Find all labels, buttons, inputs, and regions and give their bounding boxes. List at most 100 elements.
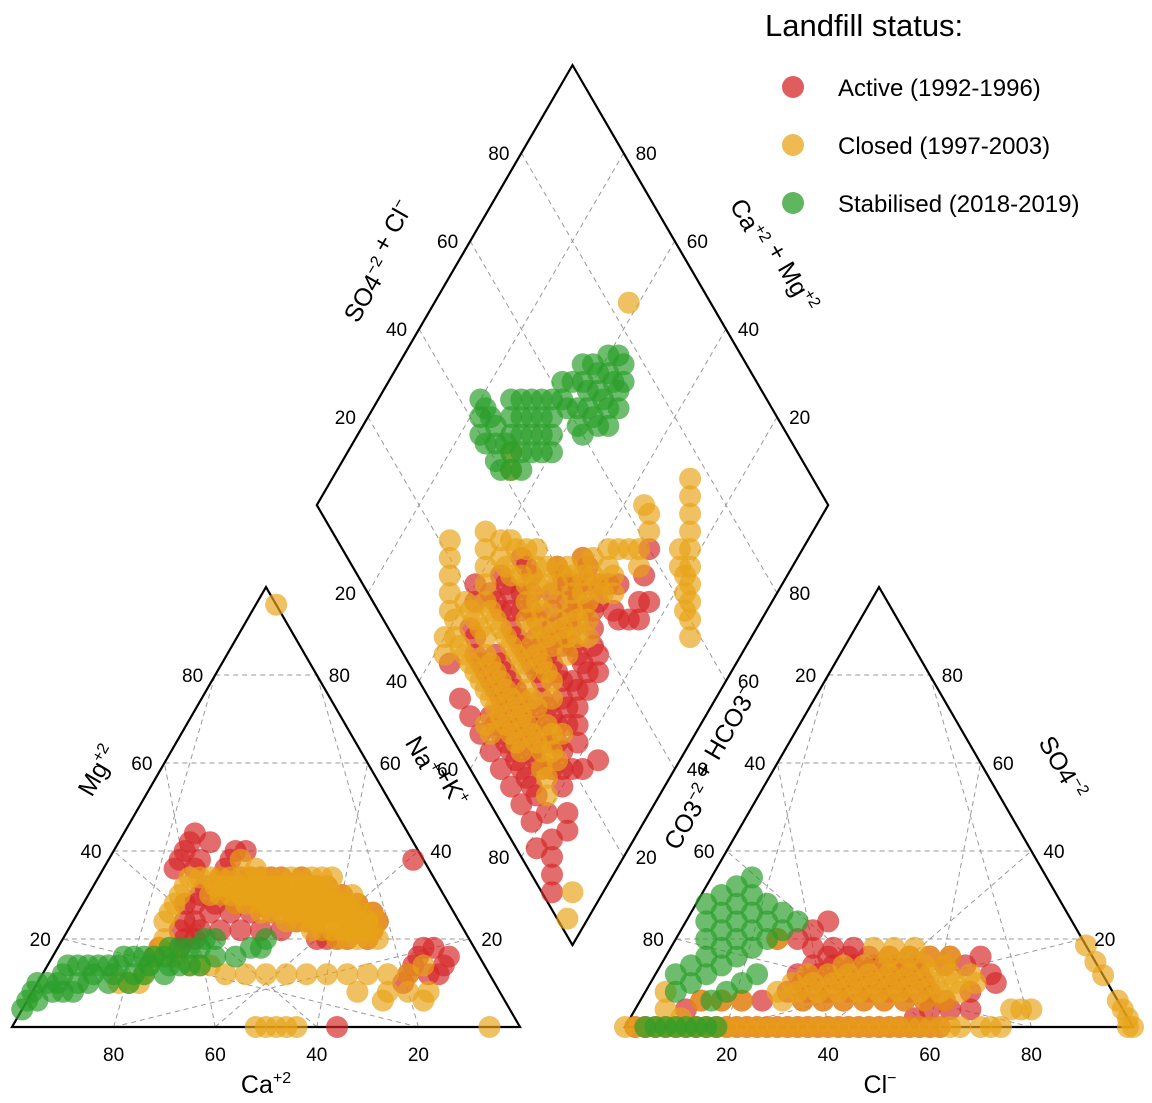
legend-marker [782,134,804,156]
legend-title: Landfill status: [765,8,963,43]
anion-right-tick: 20 [1094,930,1115,951]
diamond-upper-right-tick: 20 [789,408,810,429]
tick-labels: 80 60 40 20 20 40 60 80 20 40 60 80 20 40 60 80 80 60 40 20… [30,144,1116,1066]
diamond-point [489,758,512,780]
series-1 [107,291,1144,1038]
diamond-lower-left-tick: 40 [386,672,407,693]
diamond-point [474,555,497,578]
diamond-point [438,599,461,622]
anion-point [1075,934,1097,957]
diamond-right-title: Ca+2 + Mg+2 [724,188,824,322]
cation-point [204,945,227,968]
diamond-lower-left-tick: 60 [437,760,458,781]
diamond-point [510,458,533,481]
diamond-lower-right-tick: 60 [738,672,759,693]
diamond-point [469,423,492,446]
diamond-point [500,775,523,798]
diamond-upper-left-tick: 20 [335,408,356,429]
diamond-point [469,406,492,429]
anion-point [842,936,865,959]
diamond-point [541,863,563,886]
diamond-lower-right-tick: 80 [789,584,810,605]
diamond-point [474,538,497,561]
anion-point [1116,1016,1139,1038]
anion-right-tick: 40 [1043,842,1064,863]
diamond-point [510,793,533,816]
diamond-point [438,546,461,569]
diamond-upper-right-tick: 80 [636,144,657,165]
diamond-point [474,520,497,543]
diamond-upper-right-tick: 40 [738,320,759,341]
diamond-point [674,582,696,605]
cation-bottom-tick: 80 [103,1045,124,1066]
legend-label: Active (1992-1996) [838,75,1041,102]
data-points [11,291,1144,1038]
cation-right-tick: 60 [380,754,401,775]
cation-right-tick: 20 [481,930,502,951]
cation-point [402,848,425,871]
diamond-point [674,564,696,587]
diamond-point [479,740,502,763]
diamond-point [679,626,702,649]
diamond-upper-left-tick: 80 [488,144,509,165]
diamond-point [587,661,610,684]
diamond-point [541,881,563,904]
diamond-upper-left-tick: 60 [437,232,458,253]
diamond-point [535,573,558,596]
cation-point [178,954,201,977]
diamond-point [679,502,702,525]
anion-point [959,963,982,986]
anion-right-tick: 80 [942,666,963,687]
diamond-point [535,555,558,578]
cation-point [153,910,176,933]
diamond-point [628,555,650,578]
anion-point [796,963,819,986]
cation-bottom-tick: 40 [306,1045,327,1066]
cation-point [102,963,125,986]
diamond [315,62,830,948]
series-2 [11,344,809,1038]
anion-point [913,954,936,977]
anion-point [852,954,875,977]
anion-bottom-tick: 20 [716,1045,737,1066]
diamond-lower-right-tick: 40 [687,760,708,781]
anion-point [873,954,896,977]
cation-point [234,963,257,986]
anion-bottom-title: Cl− [864,1070,897,1098]
diamond-point [520,617,543,640]
diamond-point [541,406,563,429]
cation-point [275,963,298,986]
diamond-point [479,722,502,745]
anion-bottom-tick: 60 [919,1045,940,1066]
diamond-point [566,397,589,420]
diamond-point [561,881,584,904]
diamond-gridline [367,152,625,594]
cation-left-tick: 80 [182,666,203,687]
diamond-point [638,502,661,525]
anion-left-tick: 40 [744,754,765,775]
cation-point [229,848,252,871]
legend-label: Closed (1997-2003) [838,133,1050,160]
cation-point [295,963,318,986]
cation-point [346,980,369,1003]
anion-point [893,954,916,977]
anion-gridline [929,674,1032,1028]
anion-point [862,936,885,959]
cation-point [82,963,105,986]
anion-left-tick: 60 [693,842,714,863]
anion-right-title: SO4−2 [1033,731,1092,805]
anion-point [1092,964,1115,987]
diamond-point [541,441,563,464]
diamond-point [515,573,538,596]
cation-point [397,980,420,1003]
anion-left-tick: 20 [795,666,816,687]
anion-point [934,954,956,977]
cation-bottom-title: Ca+2 [241,1070,291,1098]
cation-left-tick: 20 [30,930,51,951]
anion-point [959,998,982,1021]
legend-marker [782,192,804,214]
diamond-point [535,766,558,789]
diamond-point [500,388,523,411]
diamond-point [679,467,702,490]
cation-left-tick: 40 [80,842,101,863]
